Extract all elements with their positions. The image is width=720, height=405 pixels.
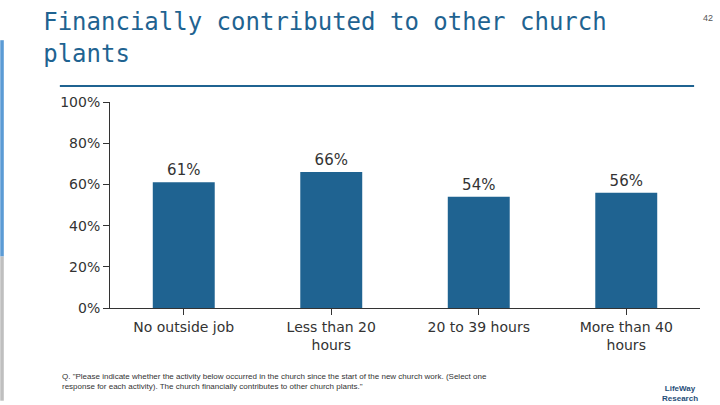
svg-text:56%: 56% [610,172,643,190]
svg-text:80%: 80% [69,135,100,151]
svg-text:No outside job: No outside job [133,319,234,335]
svg-text:54%: 54% [462,176,495,194]
svg-text:LifeWayResearch: LifeWayResearch [662,384,698,403]
svg-text:60%: 60% [69,176,100,192]
svg-text:20 to 39 hours: 20 to 39 hours [428,319,530,335]
svg-text:42: 42 [703,13,713,23]
svg-text:61%: 61% [167,161,200,179]
svg-text:40%: 40% [69,218,100,234]
svg-text:Q. "Please indicate whether th: Q. "Please indicate whether the activity… [62,372,487,391]
svg-text:100%: 100% [60,94,100,110]
svg-text:More than 40hours: More than 40hours [580,319,673,353]
svg-text:20%: 20% [69,259,100,275]
svg-text:66%: 66% [315,151,348,169]
svg-text:Less than 20hours: Less than 20hours [287,319,376,353]
svg-text:Financially contributed to oth: Financially contributed to other churchp… [43,8,607,67]
svg-text:0%: 0% [78,300,100,316]
